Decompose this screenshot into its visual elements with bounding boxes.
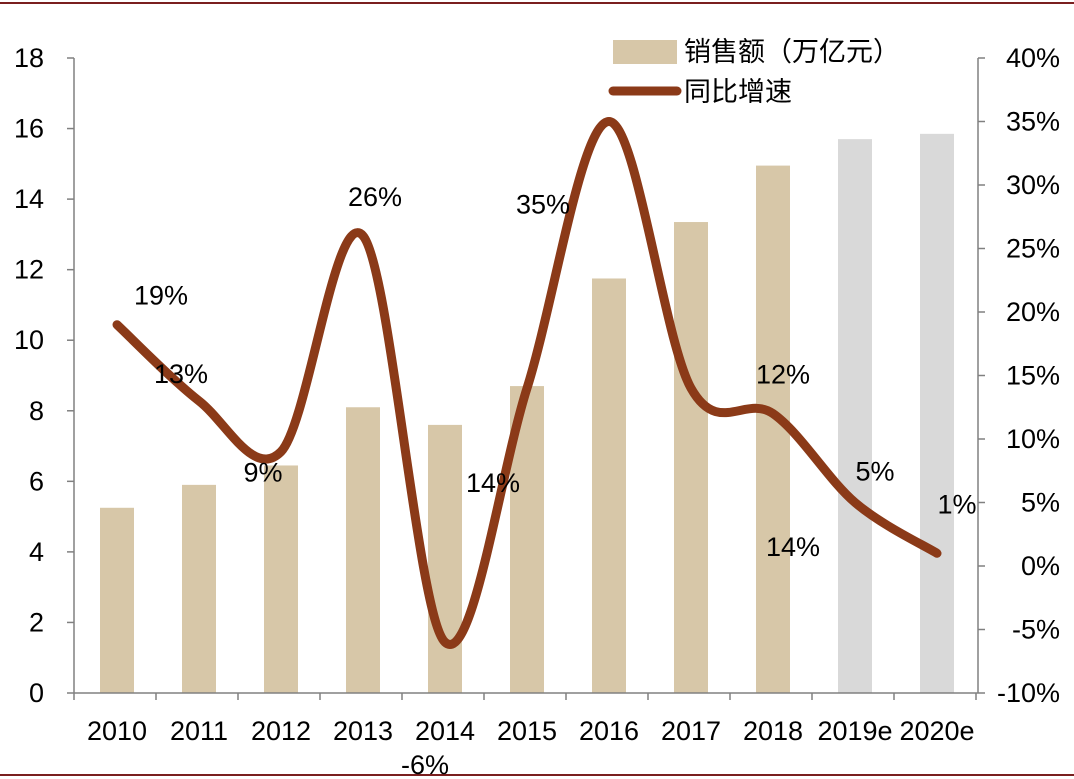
bar-2010	[100, 507, 134, 693]
legend-swatch-sales	[613, 40, 677, 64]
right-tick-label: 20%	[1006, 297, 1060, 327]
left-tick-label: 8	[29, 396, 44, 426]
left-tick-label: 12	[14, 255, 44, 285]
bar-2018	[756, 165, 790, 693]
right-tick-label: 15%	[1006, 361, 1060, 391]
data-label-2014: -6%	[401, 750, 449, 779]
left-tick-label: 6	[29, 466, 44, 496]
x-tick-label-2012: 2012	[251, 716, 311, 746]
x-tick-label-2017: 2017	[661, 716, 721, 746]
left-tick-label: 14	[14, 184, 44, 214]
axes: 0 2 4 6 8 10 12 14 16 18 -10% -5% 0% 5% 10% 15% 20% 25% 30…	[14, 43, 1060, 746]
right-tick-label: 35%	[1006, 107, 1060, 137]
bar-2011	[182, 484, 216, 693]
growth-line	[112, 117, 942, 649]
legend-label-sales: 销售额（万亿元）	[684, 37, 900, 68]
data-label-2011: 13%	[154, 359, 208, 389]
x-tick-label-2014: 2014	[415, 716, 475, 746]
left-tick-label: 0	[29, 678, 44, 708]
line-series-growth	[112, 117, 942, 649]
right-tick-label: -10%	[997, 678, 1060, 708]
data-label-2019e: 5%	[855, 457, 894, 487]
data-label-2015: 14%	[466, 468, 520, 498]
right-tick-label: 40%	[1006, 43, 1060, 73]
x-tick-label-2015: 2015	[497, 716, 557, 746]
x-tick-label-2011: 2011	[170, 716, 228, 746]
legend-label-growth: 同比增速	[684, 77, 792, 108]
left-tick-label: 4	[29, 537, 44, 567]
bar-2017	[674, 222, 708, 693]
right-tick-label: 10%	[1006, 424, 1060, 454]
data-label-2013: 26%	[348, 182, 402, 212]
x-tick-label-2013: 2013	[333, 716, 393, 746]
data-label-2018: 12%	[756, 360, 810, 390]
right-tick-label: -5%	[1012, 615, 1060, 645]
right-tick-label: 0%	[1021, 551, 1060, 581]
left-tick-label: 2	[29, 607, 44, 637]
bar-series-sales	[100, 133, 954, 693]
left-tick-label: 18	[14, 43, 44, 73]
data-label-2020e: 1%	[937, 489, 976, 519]
data-label-2016: 35%	[516, 190, 570, 220]
x-tick-label-2019e: 2019e	[817, 716, 892, 746]
data-label-2012: 9%	[243, 458, 282, 488]
data-label-2017: 14%	[766, 532, 820, 562]
right-tick-label: 5%	[1021, 488, 1060, 518]
x-tick-label-2016: 2016	[579, 716, 639, 746]
bar-2016	[592, 278, 626, 693]
bar-2013	[346, 407, 380, 693]
data-label-2010: 19%	[134, 281, 188, 311]
legend: 销售额（万亿元） 同比增速	[608, 37, 900, 108]
left-tick-label: 10	[14, 325, 44, 355]
bar-2012	[264, 465, 298, 693]
bar-2020e	[920, 133, 954, 693]
bar-2019e	[838, 139, 872, 693]
bar-2014	[428, 424, 462, 693]
right-tick-label: 25%	[1006, 234, 1060, 264]
x-tick-label-2010: 2010	[87, 716, 147, 746]
left-tick-label: 16	[14, 114, 44, 144]
x-tick-label-2018: 2018	[743, 716, 803, 746]
x-tick-label-2020e: 2020e	[899, 716, 974, 746]
data-labels: 19% 13% 9% 26% -6% 14% 35% 14% 12% 5% 1%	[134, 182, 977, 779]
right-tick-label: 30%	[1006, 170, 1060, 200]
